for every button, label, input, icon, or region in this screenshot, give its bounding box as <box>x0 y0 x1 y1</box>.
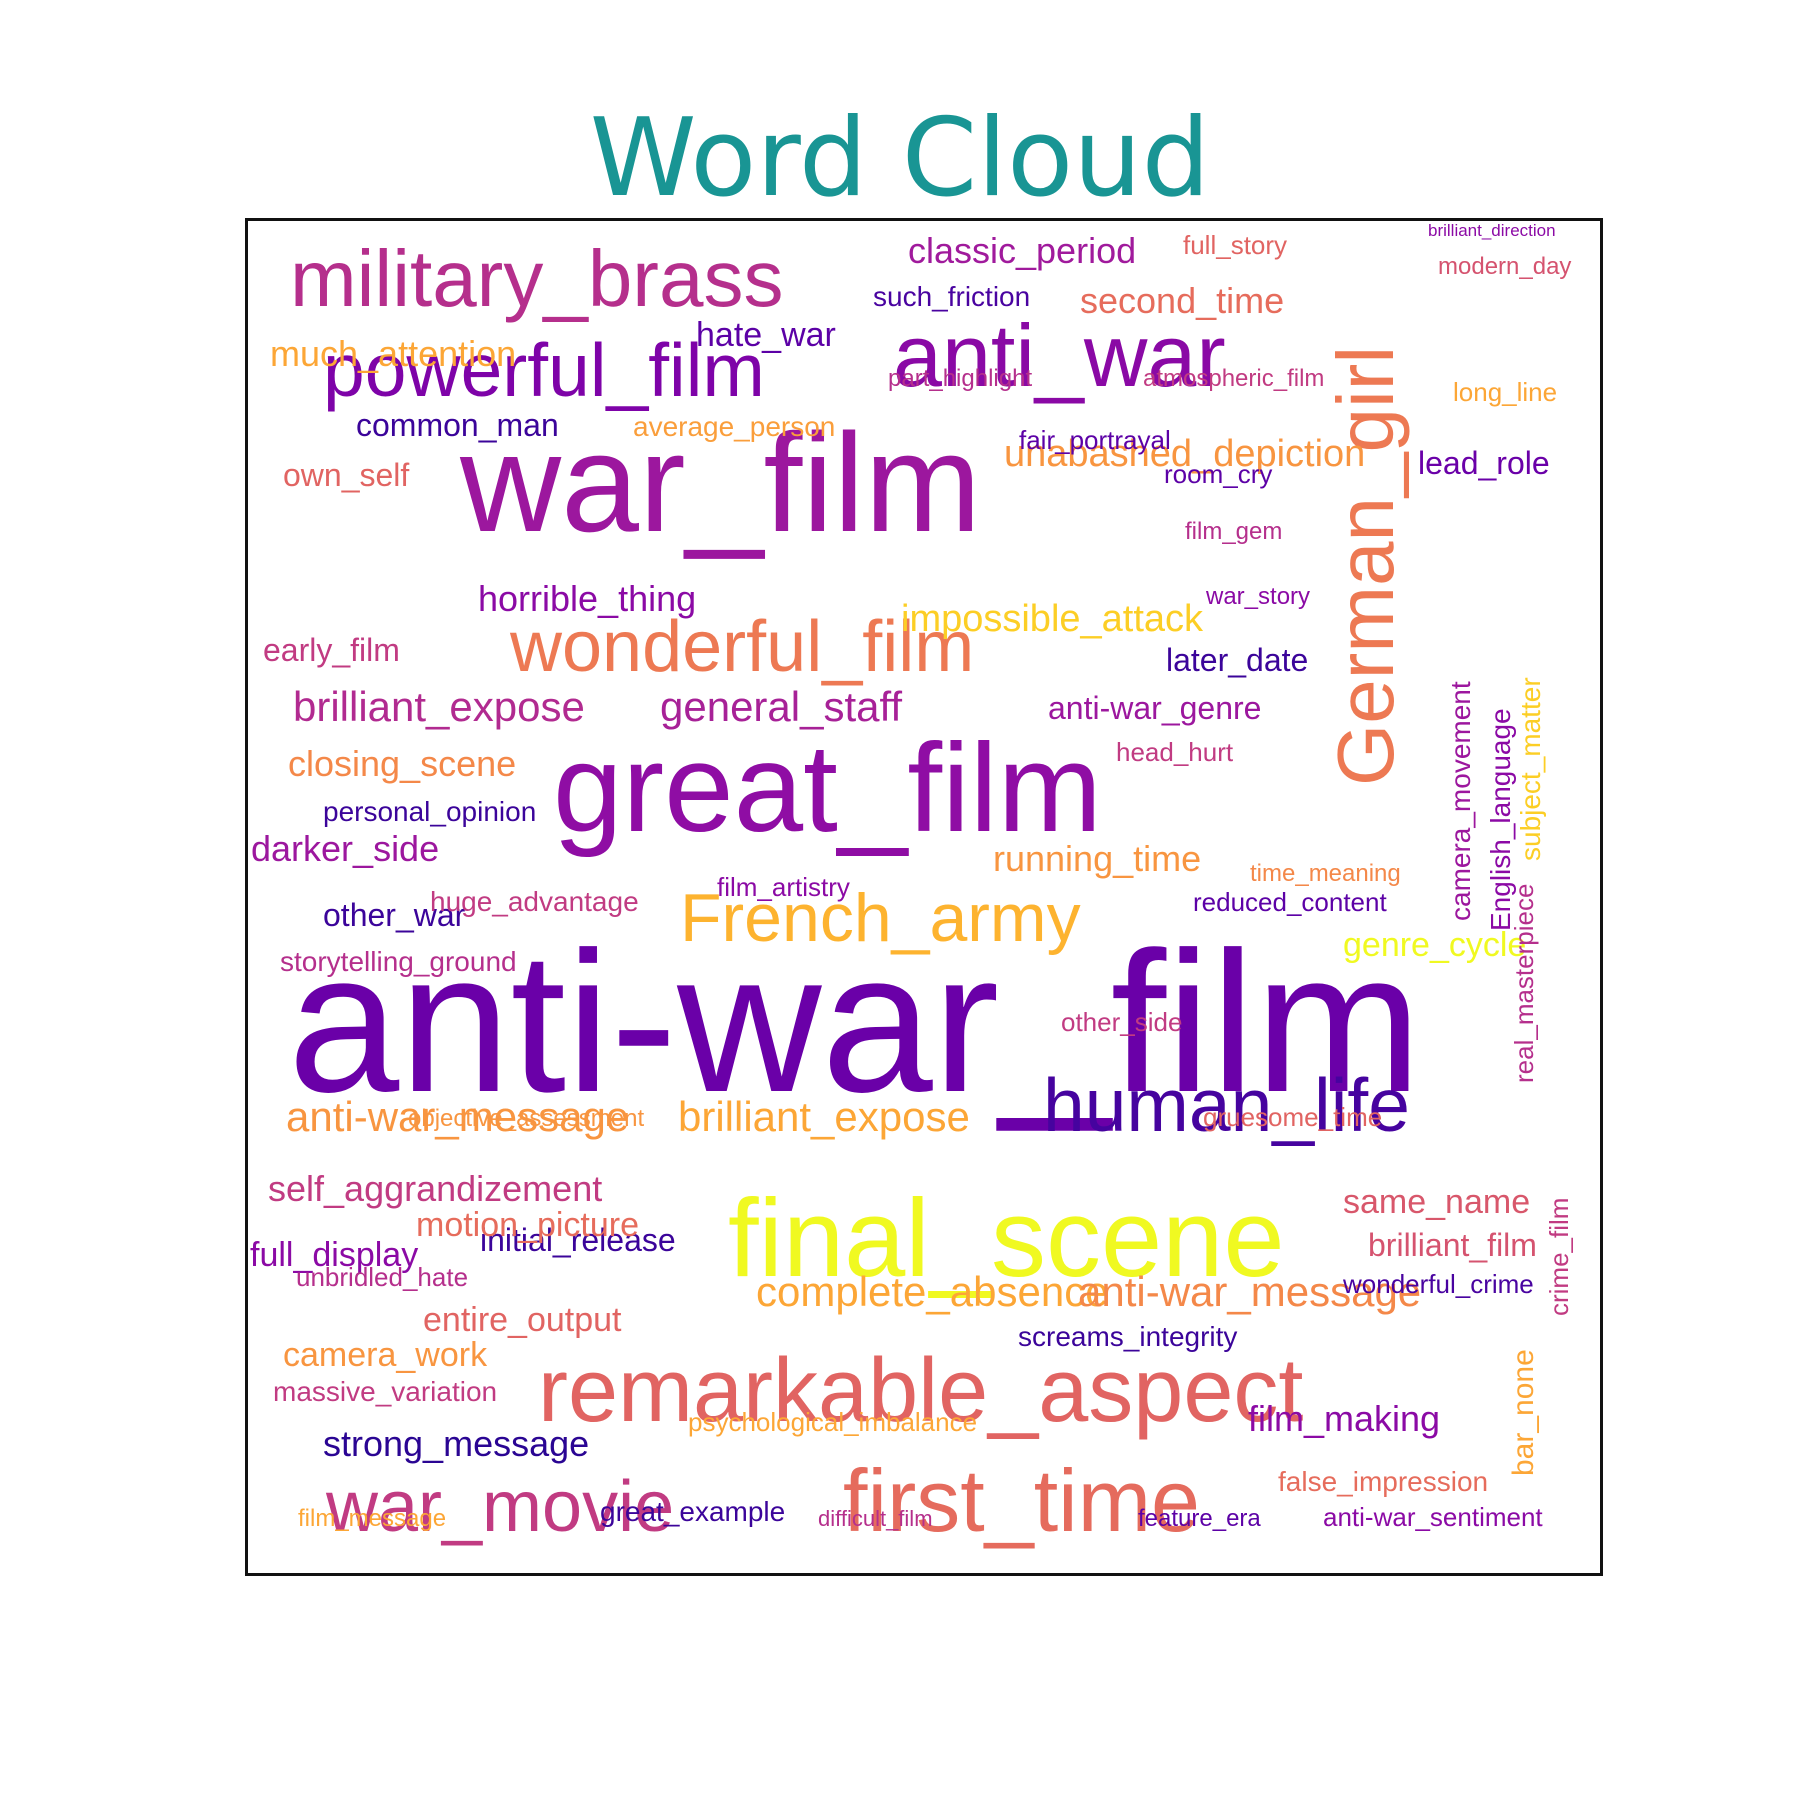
cloud-word: anti_war <box>893 306 1226 405</box>
cloud-word: full_story <box>1183 230 1287 260</box>
cloud-word: first_time <box>843 1451 1200 1550</box>
cloud-word: closing_scene <box>288 743 516 784</box>
cloud-word: long_line <box>1453 377 1557 407</box>
cloud-word: other_side <box>1061 1007 1182 1037</box>
cloud-word: brilliant_film <box>1368 1227 1537 1263</box>
cloud-word: such_friction <box>873 281 1030 312</box>
cloud-word: crime_film <box>1544 1198 1574 1316</box>
cloud-word: anti-war_genre <box>1048 690 1261 726</box>
cloud-word: average_person <box>633 411 835 442</box>
cloud-word: anti-war_message <box>286 1093 629 1140</box>
cloud-word: wonderful_crime <box>1342 1269 1534 1299</box>
cloud-word: bar_none <box>1507 1349 1540 1476</box>
cloud-word: gruesome_time <box>1203 1102 1382 1132</box>
cloud-word: anti-war_message <box>1078 1268 1421 1315</box>
cloud-word: war_story <box>1205 583 1310 610</box>
cloud-word: darker_side <box>251 828 439 869</box>
cloud-word: brilliant_direction <box>1428 221 1556 240</box>
cloud-word: full_display <box>250 1236 418 1274</box>
cloud-word: final_scene <box>728 1177 1285 1300</box>
cloud-word: motion_picture <box>416 1206 639 1244</box>
cloud-word: entire_output <box>423 1301 622 1339</box>
cloud-word: great_film <box>553 719 1102 858</box>
cloud-word: remarkable_aspect <box>538 1341 1303 1441</box>
cloud-word: wonderful_film <box>509 607 974 687</box>
cloud-word: classic_period <box>908 230 1136 271</box>
cloud-word: French_army <box>680 880 1081 956</box>
cloud-word: reduced_content <box>1193 887 1387 917</box>
cloud-word: atmospheric_film <box>1143 365 1324 392</box>
cloud-word: anti-war_film <box>288 911 1422 1134</box>
cloud-word: brilliant_expose <box>678 1093 970 1140</box>
cloud-word: unbridled_hate <box>296 1262 468 1292</box>
cloud-word: feature_era <box>1138 1505 1261 1532</box>
cloud-word: military_brass <box>290 234 783 323</box>
cloud-word: initial_release <box>480 1222 676 1258</box>
cloud-word: head_hurt <box>1116 737 1234 767</box>
chart-title: Word Cloud <box>589 96 1211 221</box>
cloud-word: film_artistry <box>717 872 850 902</box>
cloud-word: unabashed_depiction <box>1004 433 1365 475</box>
cloud-word: modern_day <box>1438 253 1571 280</box>
cloud-word: psychological_imbalance <box>688 1407 977 1437</box>
cloud-word: false_impression <box>1278 1466 1488 1497</box>
cloud-word: same_name <box>1343 1183 1530 1221</box>
cloud-word: objective_assessment <box>408 1105 644 1132</box>
cloud-word: camera_movement <box>1445 681 1476 921</box>
cloud-word: great_example <box>600 1496 785 1527</box>
cloud-word: anti-war_sentiment <box>1323 1502 1543 1532</box>
cloud-word: running_time <box>993 838 1201 879</box>
cloud-word: part_highlight <box>888 365 1032 392</box>
cloud-word: second_time <box>1080 280 1284 321</box>
cloud-word: general_staff <box>660 683 902 730</box>
cloud-word: later_date <box>1166 642 1308 678</box>
cloud-word: personal_opinion <box>323 796 536 827</box>
cloud-word: massive_variation <box>273 1376 497 1407</box>
cloud-word: early_film <box>263 632 400 668</box>
word-cloud-frame: anti-war_film war_film great_film final_sce… <box>245 218 1603 1576</box>
cloud-word: complete_absence <box>756 1268 1109 1315</box>
cloud-word: huge_advantage <box>430 886 639 917</box>
cloud-word: own_self <box>283 457 409 493</box>
cloud-word: strong_message <box>323 1423 589 1464</box>
cloud-word: subject_matter <box>1515 677 1546 861</box>
cloud-word: powerful_film <box>323 328 765 412</box>
cloud-word: lead_role <box>1418 445 1550 481</box>
cloud-word: human_life <box>1043 1063 1410 1147</box>
cloud-word: self_aggrandizement <box>268 1168 602 1209</box>
cloud-word: storytelling_ground <box>280 946 517 977</box>
cloud-word: hate_war <box>696 316 836 354</box>
cloud-word: screams_integrity <box>1018 1321 1237 1352</box>
cloud-word: other_war <box>323 897 466 933</box>
cloud-word: difficult_film <box>818 1506 933 1531</box>
cloud-word: war_movie <box>325 1467 674 1547</box>
cloud-word: German_girl <box>1321 346 1410 786</box>
cloud-word: common_man <box>356 407 559 443</box>
word-cloud: anti-war_film war_film great_film final_sce… <box>250 221 1574 1550</box>
cloud-word: room_cry <box>1164 459 1272 489</box>
cloud-word: fair_portrayal <box>1019 425 1171 455</box>
cloud-word: time_meaning <box>1250 860 1401 887</box>
cloud-word: English_language <box>1485 708 1516 931</box>
cloud-word: impossible_attack <box>901 598 1204 640</box>
cloud-word: film_making <box>1248 1398 1440 1439</box>
cloud-word: much_attention <box>270 333 516 374</box>
cloud-word: film_gem <box>1185 518 1282 545</box>
cloud-word: horrible_thing <box>478 578 696 619</box>
cloud-word: brilliant_expose <box>293 683 585 730</box>
cloud-word: war_film <box>459 404 981 561</box>
cloud-word: film_message <box>298 1505 446 1532</box>
cloud-word: camera_work <box>283 1336 488 1374</box>
cloud-word: genre_cycle <box>1343 926 1526 964</box>
cloud-word: real_masterpiece <box>1509 884 1539 1083</box>
